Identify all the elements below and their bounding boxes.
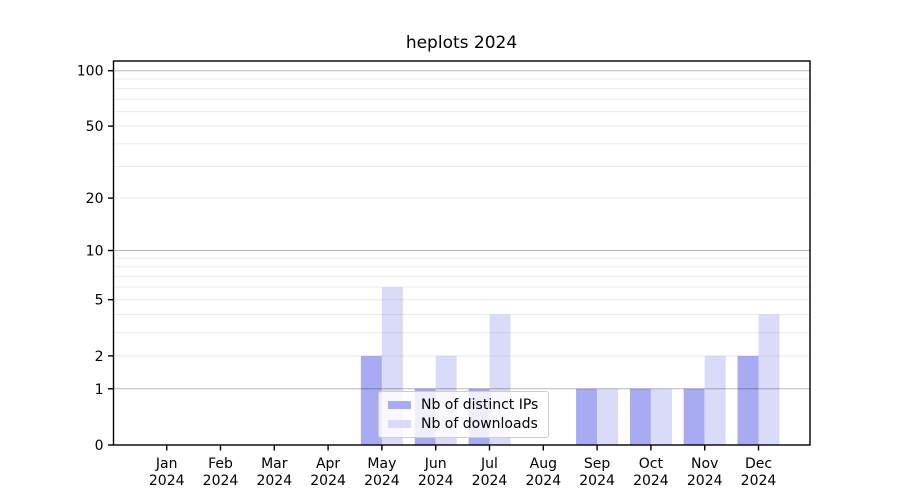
y-axis: 0 1 2 5 10 20 50 100 xyxy=(77,64,114,454)
x-tick-month: Feb xyxy=(208,456,233,472)
x-axis: Jan2024Feb2024Mar2024Apr2024May2024Jun20… xyxy=(149,445,777,489)
x-tick-year: 2024 xyxy=(203,473,239,489)
y-tick-label: 2 xyxy=(95,349,104,365)
legend-label-downloads: Nb of downloads xyxy=(421,416,538,432)
x-tick-month: Apr xyxy=(316,456,340,472)
y-tick-label: 100 xyxy=(77,64,104,80)
x-tick-year: 2024 xyxy=(579,473,615,489)
x-tick-year: 2024 xyxy=(149,473,185,489)
x-tick-year: 2024 xyxy=(741,473,777,489)
legend: Nb of distinct IPs Nb of downloads xyxy=(378,391,550,438)
x-tick-year: 2024 xyxy=(525,473,561,489)
legend-item-downloads: Nb of downloads xyxy=(388,416,538,432)
y-tick-label: 1 xyxy=(95,382,104,398)
plot-frame xyxy=(112,60,811,446)
x-tick-year: 2024 xyxy=(472,473,508,489)
chart-title: heplots 2024 xyxy=(405,33,518,53)
x-tick-month: May xyxy=(367,456,396,472)
bar xyxy=(576,388,598,445)
x-tick-month: Aug xyxy=(530,456,557,472)
x-tick-month: Nov xyxy=(691,456,718,472)
x-tick-year: 2024 xyxy=(418,473,454,489)
x-tick-month: Jan xyxy=(155,456,178,472)
bar xyxy=(683,388,705,445)
bar xyxy=(360,355,382,445)
x-tick-month: Sep xyxy=(584,456,611,472)
y-tick-label: 20 xyxy=(86,191,104,207)
bar xyxy=(704,355,726,445)
bar xyxy=(758,314,780,445)
bar xyxy=(629,388,651,445)
legend-item-distinct-ips: Nb of distinct IPs xyxy=(388,397,538,413)
y-tick-label: 50 xyxy=(86,119,104,135)
legend-label-distinct-ips: Nb of distinct IPs xyxy=(421,397,539,413)
x-tick-month: Mar xyxy=(261,456,288,472)
x-tick-year: 2024 xyxy=(687,473,723,489)
x-tick-year: 2024 xyxy=(256,473,292,489)
x-tick-month: Jul xyxy=(480,456,498,472)
x-tick-month: Jun xyxy=(424,456,447,472)
x-tick-month: Dec xyxy=(745,456,772,472)
x-tick-year: 2024 xyxy=(364,473,400,489)
x-tick-year: 2024 xyxy=(310,473,346,489)
y-tick-label: 5 xyxy=(95,293,104,309)
bar xyxy=(650,388,672,445)
bar xyxy=(597,388,619,445)
y-tick-label: 10 xyxy=(86,244,104,260)
legend-swatch-distinct-ips xyxy=(388,401,411,409)
bar xyxy=(737,355,759,445)
y-tick-label: 0 xyxy=(95,438,104,454)
legend-swatch-downloads xyxy=(388,420,411,428)
gridlines xyxy=(113,70,810,390)
x-tick-month: Oct xyxy=(639,456,664,472)
x-tick-year: 2024 xyxy=(633,473,669,489)
